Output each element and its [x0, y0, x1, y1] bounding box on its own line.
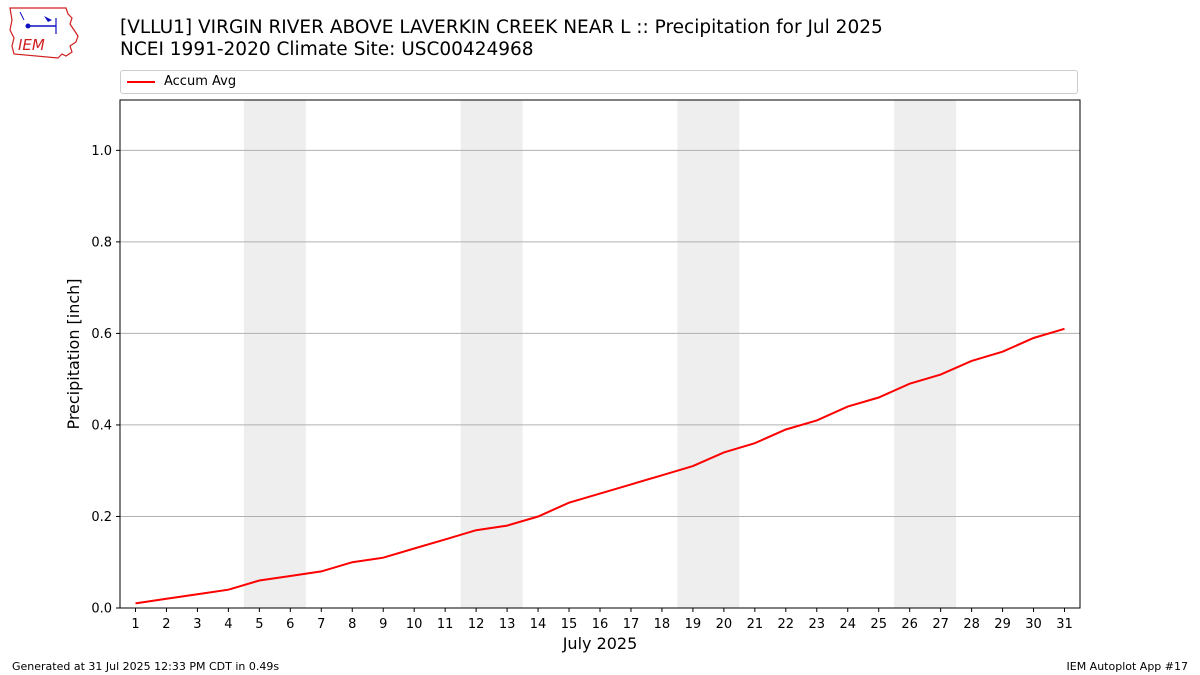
weekend-band-4 [894, 100, 957, 608]
x-tick-label: 10 [406, 617, 423, 632]
x-tick-label: 19 [685, 617, 702, 632]
legend-swatch-accum-avg [127, 81, 155, 83]
y-tick-label: 0.4 [91, 418, 112, 433]
footer-app: IEM Autoplot App #17 [1066, 660, 1189, 673]
x-tick-label: 1 [131, 617, 139, 632]
x-tick-label: 20 [716, 617, 733, 632]
x-tick-label: 8 [348, 617, 356, 632]
x-tick-label: 25 [870, 617, 887, 632]
y-tick-label: 0.6 [91, 327, 112, 342]
chart-title: [VLLU1] VIRGIN RIVER ABOVE LAVERKIN CREE… [120, 17, 883, 38]
weekend-band-3 [677, 100, 740, 608]
legend: Accum Avg [120, 70, 1078, 94]
x-tick-label: 17 [623, 617, 640, 632]
x-tick-label: 29 [994, 617, 1011, 632]
x-tick-label: 14 [530, 617, 547, 632]
y-axis-label: Precipitation [inch] [64, 278, 83, 429]
x-tick-label: 5 [255, 617, 263, 632]
x-tick-label: 21 [747, 617, 764, 632]
chart-subtitle: NCEI 1991-2020 Climate Site: USC00424968 [120, 39, 534, 60]
x-tick-label: 18 [654, 617, 671, 632]
plot-frame [119, 99, 1081, 609]
series-line-accum-avg [135, 327, 1065, 605]
x-tick-label: 28 [963, 617, 980, 632]
x-tick-label: 3 [193, 617, 201, 632]
footer-generated: Generated at 31 Jul 2025 12:33 PM CDT in… [12, 660, 280, 673]
y-tick-label: 0.2 [91, 510, 112, 525]
x-tick-label: 30 [1025, 617, 1042, 632]
x-tick-label: 4 [224, 617, 232, 632]
y-tick-label: 0.0 [91, 602, 112, 617]
logo-text: IEM [18, 36, 45, 54]
x-tick-label: 26 [901, 617, 918, 632]
y-tick-label: 1.0 [91, 144, 112, 159]
x-tick-label: 13 [499, 617, 516, 632]
x-tick-label: 15 [561, 617, 578, 632]
x-tick-label: 2 [162, 617, 170, 632]
iem-logo: IEM [9, 7, 79, 59]
x-tick-label: 23 [809, 617, 826, 632]
x-tick-label: 6 [286, 617, 294, 632]
x-tick-label: 16 [592, 617, 609, 632]
x-tick-label: 27 [932, 617, 949, 632]
x-tick-label: 24 [839, 617, 856, 632]
x-tick-label: 22 [778, 617, 795, 632]
x-tick-label: 11 [437, 617, 454, 632]
legend-label-accum-avg: Accum Avg [164, 74, 237, 89]
x-axis-label: July 2025 [562, 634, 638, 653]
x-tick-label: 7 [317, 617, 325, 632]
x-tick-label: 9 [379, 617, 387, 632]
weekend-band-1 [243, 100, 306, 608]
y-tick-label: 0.8 [91, 235, 112, 250]
x-tick-label: 12 [468, 617, 485, 632]
x-tick-label: 31 [1056, 617, 1073, 632]
